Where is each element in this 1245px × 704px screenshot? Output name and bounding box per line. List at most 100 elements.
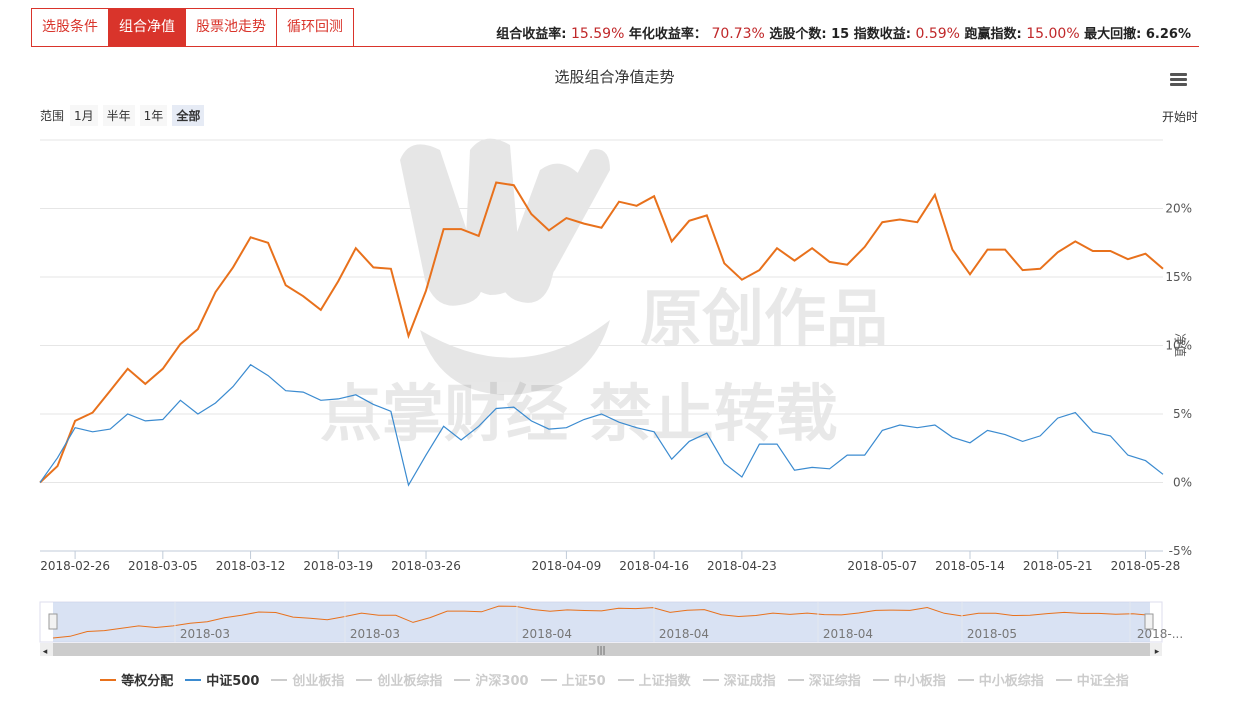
navigator-handle[interactable] (48, 613, 58, 630)
watermark-shape (420, 320, 610, 395)
y-tick-label: 20% (1165, 202, 1192, 216)
x-tick-label: 2018-03-12 (216, 559, 286, 573)
legend-item[interactable]: 创业板指 (271, 670, 344, 689)
legend-swatch (540, 678, 557, 681)
y-tick-label: 10% (1165, 339, 1192, 353)
legend-swatch (356, 678, 373, 681)
legend-label: 中证500 (206, 674, 260, 689)
tab-stock-pool-trend[interactable]: 股票池走势 (186, 9, 277, 46)
tab-bar: 选股条件 组合净值 股票池走势 循环回测 (31, 8, 354, 47)
x-tick-label: 2018-05-07 (847, 559, 917, 573)
legend-swatch (454, 678, 471, 681)
x-tick-label: 2018-03-19 (303, 559, 373, 573)
legend-item[interactable]: 等权分配 (100, 670, 173, 689)
scroll-left-arrow[interactable]: ◂ (43, 647, 48, 657)
stat-annual-return: 70.73% (711, 26, 765, 42)
stats-bar: 组合收益率: 15.59% 年化收益率： 70.73% 选股个数: 15 指数收… (496, 23, 1191, 42)
watermark-shape (501, 163, 580, 303)
legend-label: 中证全指 (1076, 674, 1129, 689)
scrollbar-grip: ||| (596, 646, 605, 656)
navigator-label: 2018-04 (659, 627, 709, 641)
x-tick-label: 2018-04-09 (532, 559, 602, 573)
legend-swatch (787, 678, 804, 681)
legend-item[interactable]: 中证全指 (1055, 670, 1129, 689)
range-button-1y[interactable]: 1年 (139, 105, 168, 126)
legend-item[interactable]: 深证综指 (787, 670, 861, 689)
x-tick-label: 2018-03-26 (391, 559, 461, 573)
watermark-shape (400, 144, 483, 306)
legend-label: 等权分配 (121, 674, 174, 689)
chart-title: 选股组合净值走势 (554, 68, 675, 86)
legend-label: 创业板综指 (377, 674, 443, 689)
series-line-equal-weight (39, 181, 1164, 484)
legend-swatch (185, 678, 202, 681)
chart-menu-icon[interactable] (1170, 73, 1187, 87)
stat-label: 组合收益率: (496, 27, 567, 42)
start-time-label: 开始时 (1161, 110, 1198, 124)
legend-swatch (702, 678, 719, 681)
stat-stock-count: 15 (831, 27, 850, 42)
legend-label: 上证50 (561, 674, 606, 689)
legend-item[interactable]: 上证指数 (617, 670, 691, 689)
watermark-logo (400, 138, 610, 395)
stat-label: 最大回撤: (1084, 27, 1142, 42)
legend-item[interactable]: 上证50 (540, 670, 606, 689)
navigator-handle[interactable] (1144, 613, 1154, 630)
legend-label: 中小板综指 (978, 674, 1044, 689)
watermark-text-1: 原创作品 (640, 282, 888, 355)
legend: 等权分配 中证500 创业板指 创业板综指 沪深300 上证50 上证指数 深证成指 深证综指 中… (0, 670, 1229, 689)
navigator-selection (53, 602, 1150, 642)
range-selector: 范围 1月 半年 1年 全部 (40, 105, 209, 126)
navigator-label: 2018-04 (522, 627, 572, 641)
legend-item[interactable]: 沪深300 (454, 670, 529, 689)
legend-label: 创业板指 (292, 674, 345, 689)
x-tick-label: 2018-04-23 (707, 559, 777, 573)
x-tick-label: 2018-04-16 (619, 559, 689, 573)
stat-label: 跑赢指数: (964, 27, 1022, 42)
x-tick-label: 2018-02-26 (40, 559, 110, 573)
range-button-6m[interactable]: 半年 (102, 105, 135, 126)
legend-item[interactable]: 创业板综指 (356, 670, 442, 689)
range-button-all[interactable]: 全部 (172, 105, 205, 126)
legend-label: 中小板指 (893, 674, 946, 689)
legend-item[interactable]: 中小板指 (872, 670, 946, 689)
y-axis-title: 净值 (1173, 333, 1188, 357)
stat-label: 选股个数: (769, 27, 827, 42)
watermark-shape (520, 149, 610, 284)
range-button-1m[interactable]: 1月 (70, 105, 98, 126)
scrollbar-thumb[interactable] (53, 643, 1150, 656)
stat-portfolio-return: 15.59% (571, 26, 625, 42)
tab-portfolio-nav[interactable]: 组合净值 (109, 9, 186, 46)
scroll-right-arrow[interactable]: ▸ (1155, 647, 1160, 657)
navigator-label: 2018-04 (823, 627, 873, 641)
navigator-label: 2018-03 (350, 627, 400, 641)
series-line-csi500 (39, 363, 1164, 487)
legend-label: 深证综指 (808, 674, 861, 689)
legend-swatch (872, 678, 889, 681)
x-tick-label: 2018-05-14 (935, 559, 1005, 573)
x-tick-label: 2018-05-28 (1111, 559, 1181, 573)
tab-underline (353, 46, 1199, 47)
y-tick-label: -5% (1169, 544, 1192, 558)
legend-swatch (100, 678, 117, 681)
legend-item[interactable]: 中证500 (185, 670, 259, 689)
legend-swatch (957, 678, 974, 681)
y-tick-label: 5% (1173, 407, 1192, 421)
legend-item[interactable]: 深证成指 (702, 670, 776, 689)
stat-index-return: 0.59% (915, 26, 960, 42)
legend-label: 沪深300 (475, 674, 529, 689)
stat-label: 指数收益: (853, 27, 911, 42)
stat-max-drawdown: 6.26% (1145, 27, 1191, 42)
legend-item[interactable]: 中小板综指 (957, 670, 1044, 689)
y-tick-label: 15% (1165, 270, 1192, 284)
tab-stock-conditions[interactable]: 选股条件 (32, 9, 109, 46)
legend-swatch (271, 678, 288, 681)
navigator-label: 2018-05 (967, 627, 1017, 641)
watermark-shape (465, 138, 520, 295)
stat-beat-index: 15.00% (1026, 26, 1080, 42)
stat-label: 年化收益率： (628, 27, 707, 42)
tab-loop-backtest[interactable]: 循环回测 (287, 19, 343, 35)
navigator-series (52, 605, 1151, 639)
x-tick-label: 2018-05-21 (1023, 559, 1093, 573)
